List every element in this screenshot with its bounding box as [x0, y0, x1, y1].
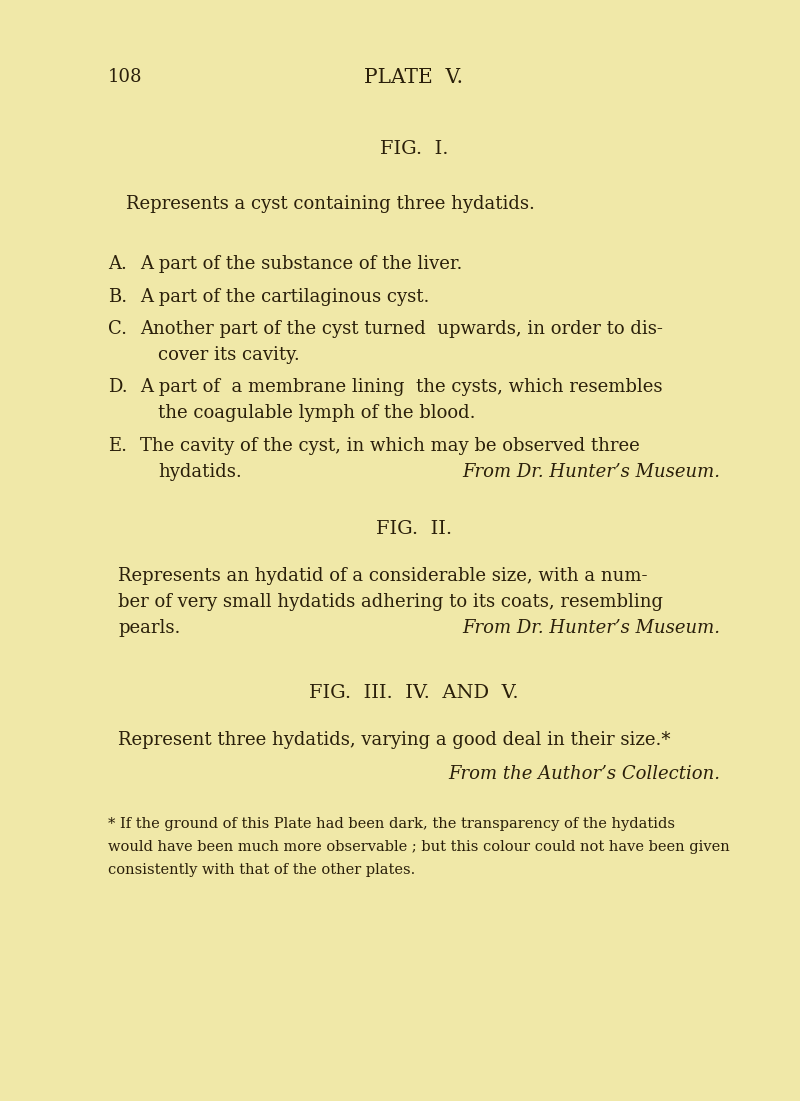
Text: PLATE  V.: PLATE V.: [365, 68, 463, 87]
Text: B.: B.: [108, 287, 127, 305]
Text: From the Author’s Collection.: From the Author’s Collection.: [448, 764, 720, 783]
Text: Another part of the cyst turned  upwards, in order to dis-: Another part of the cyst turned upwards,…: [140, 320, 663, 338]
Text: would have been much more observable ; but this colour could not have been given: would have been much more observable ; b…: [108, 840, 730, 854]
Text: From Dr. Hunter’s Museum.: From Dr. Hunter’s Museum.: [462, 464, 720, 481]
Text: ber of very small hydatids adhering to its coats, resembling: ber of very small hydatids adhering to i…: [118, 593, 663, 611]
Text: C.: C.: [108, 320, 127, 338]
Text: E.: E.: [108, 437, 127, 455]
Text: * If the ground of this Plate had been dark, the transparency of the hydatids: * If the ground of this Plate had been d…: [108, 817, 675, 830]
Text: FIG.  II.: FIG. II.: [376, 520, 452, 538]
Text: A part of the substance of the liver.: A part of the substance of the liver.: [140, 255, 462, 273]
Text: FIG.  I.: FIG. I.: [380, 140, 448, 159]
Text: A part of the cartilaginous cyst.: A part of the cartilaginous cyst.: [140, 287, 430, 305]
Text: Represents an hydatid of a considerable size, with a num-: Represents an hydatid of a considerable …: [118, 567, 647, 585]
Text: consistently with that of the other plates.: consistently with that of the other plat…: [108, 863, 415, 877]
Text: Represents a cyst containing three hydatids.: Represents a cyst containing three hydat…: [126, 195, 535, 212]
Text: hydatids.: hydatids.: [158, 464, 242, 481]
Text: A part of  a membrane lining  the cysts, which resembles: A part of a membrane lining the cysts, w…: [140, 379, 662, 396]
Text: The cavity of the cyst, in which may be observed three: The cavity of the cyst, in which may be …: [140, 437, 640, 455]
Text: the coagulable lymph of the blood.: the coagulable lymph of the blood.: [158, 404, 475, 423]
Text: From Dr. Hunter’s Museum.: From Dr. Hunter’s Museum.: [462, 619, 720, 637]
Text: cover its cavity.: cover its cavity.: [158, 346, 300, 364]
Text: 108: 108: [108, 68, 142, 86]
Text: pearls.: pearls.: [118, 619, 180, 637]
Text: D.: D.: [108, 379, 128, 396]
Text: FIG.  III.  IV.  AND  V.: FIG. III. IV. AND V.: [309, 684, 519, 702]
Text: A.: A.: [108, 255, 127, 273]
Text: Represent three hydatids, varying a good deal in their size.*: Represent three hydatids, varying a good…: [118, 731, 670, 749]
